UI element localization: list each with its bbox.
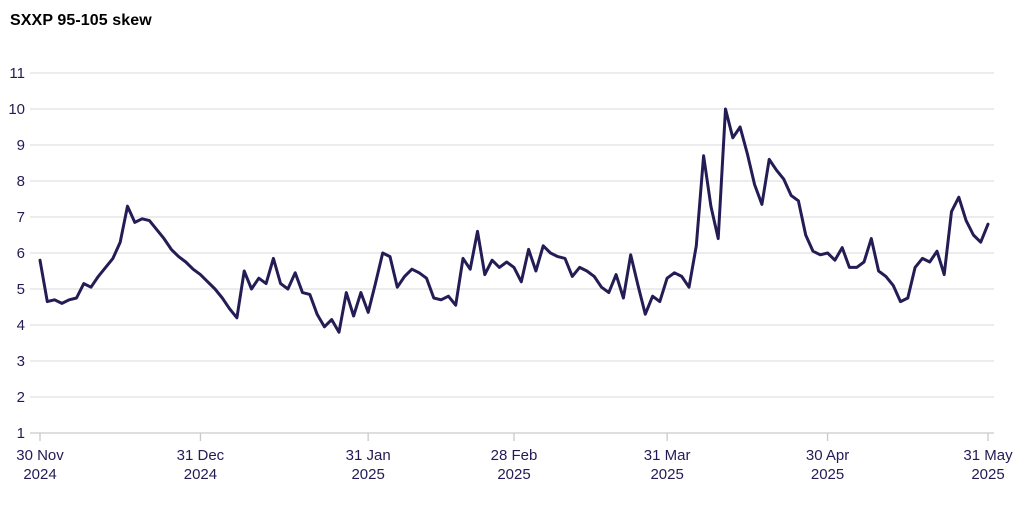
y-axis-label: 7 <box>17 209 25 226</box>
y-axis-label: 3 <box>17 353 25 370</box>
x-axis-label-date: 31 Dec <box>177 447 225 464</box>
y-axis-label: 5 <box>17 281 25 298</box>
x-axis-label-year: 2025 <box>351 466 384 483</box>
x-axis-label-year: 2025 <box>971 466 1004 483</box>
y-axis-label: 11 <box>9 65 25 82</box>
x-axis-label-year: 2024 <box>184 466 217 483</box>
x-axis-label-date: 28 Feb <box>491 447 538 464</box>
x-axis-label-year: 2025 <box>497 466 530 483</box>
y-axis-label: 6 <box>17 245 25 262</box>
y-axis-label: 10 <box>8 101 25 118</box>
x-axis-label-date: 31 Jan <box>346 447 391 464</box>
x-axis-label-year: 2025 <box>650 466 683 483</box>
x-axis-label-date: 31 May <box>963 447 1013 464</box>
x-axis-label-year: 2025 <box>811 466 844 483</box>
y-axis-label: 9 <box>17 137 25 154</box>
series-line <box>38 107 990 334</box>
chart-title: SXXP 95-105 skew <box>10 12 152 29</box>
y-axis-label: 1 <box>17 425 25 442</box>
y-axis-label: 4 <box>17 317 25 334</box>
x-axis-label-date: 30 Apr <box>806 447 849 464</box>
x-axis-label-date: 30 Nov <box>16 447 64 464</box>
x-axis-label-date: 31 Mar <box>644 447 691 464</box>
y-axis-label: 2 <box>17 389 25 406</box>
x-axis-label-year: 2024 <box>23 466 56 483</box>
y-axis-label: 8 <box>17 173 25 190</box>
